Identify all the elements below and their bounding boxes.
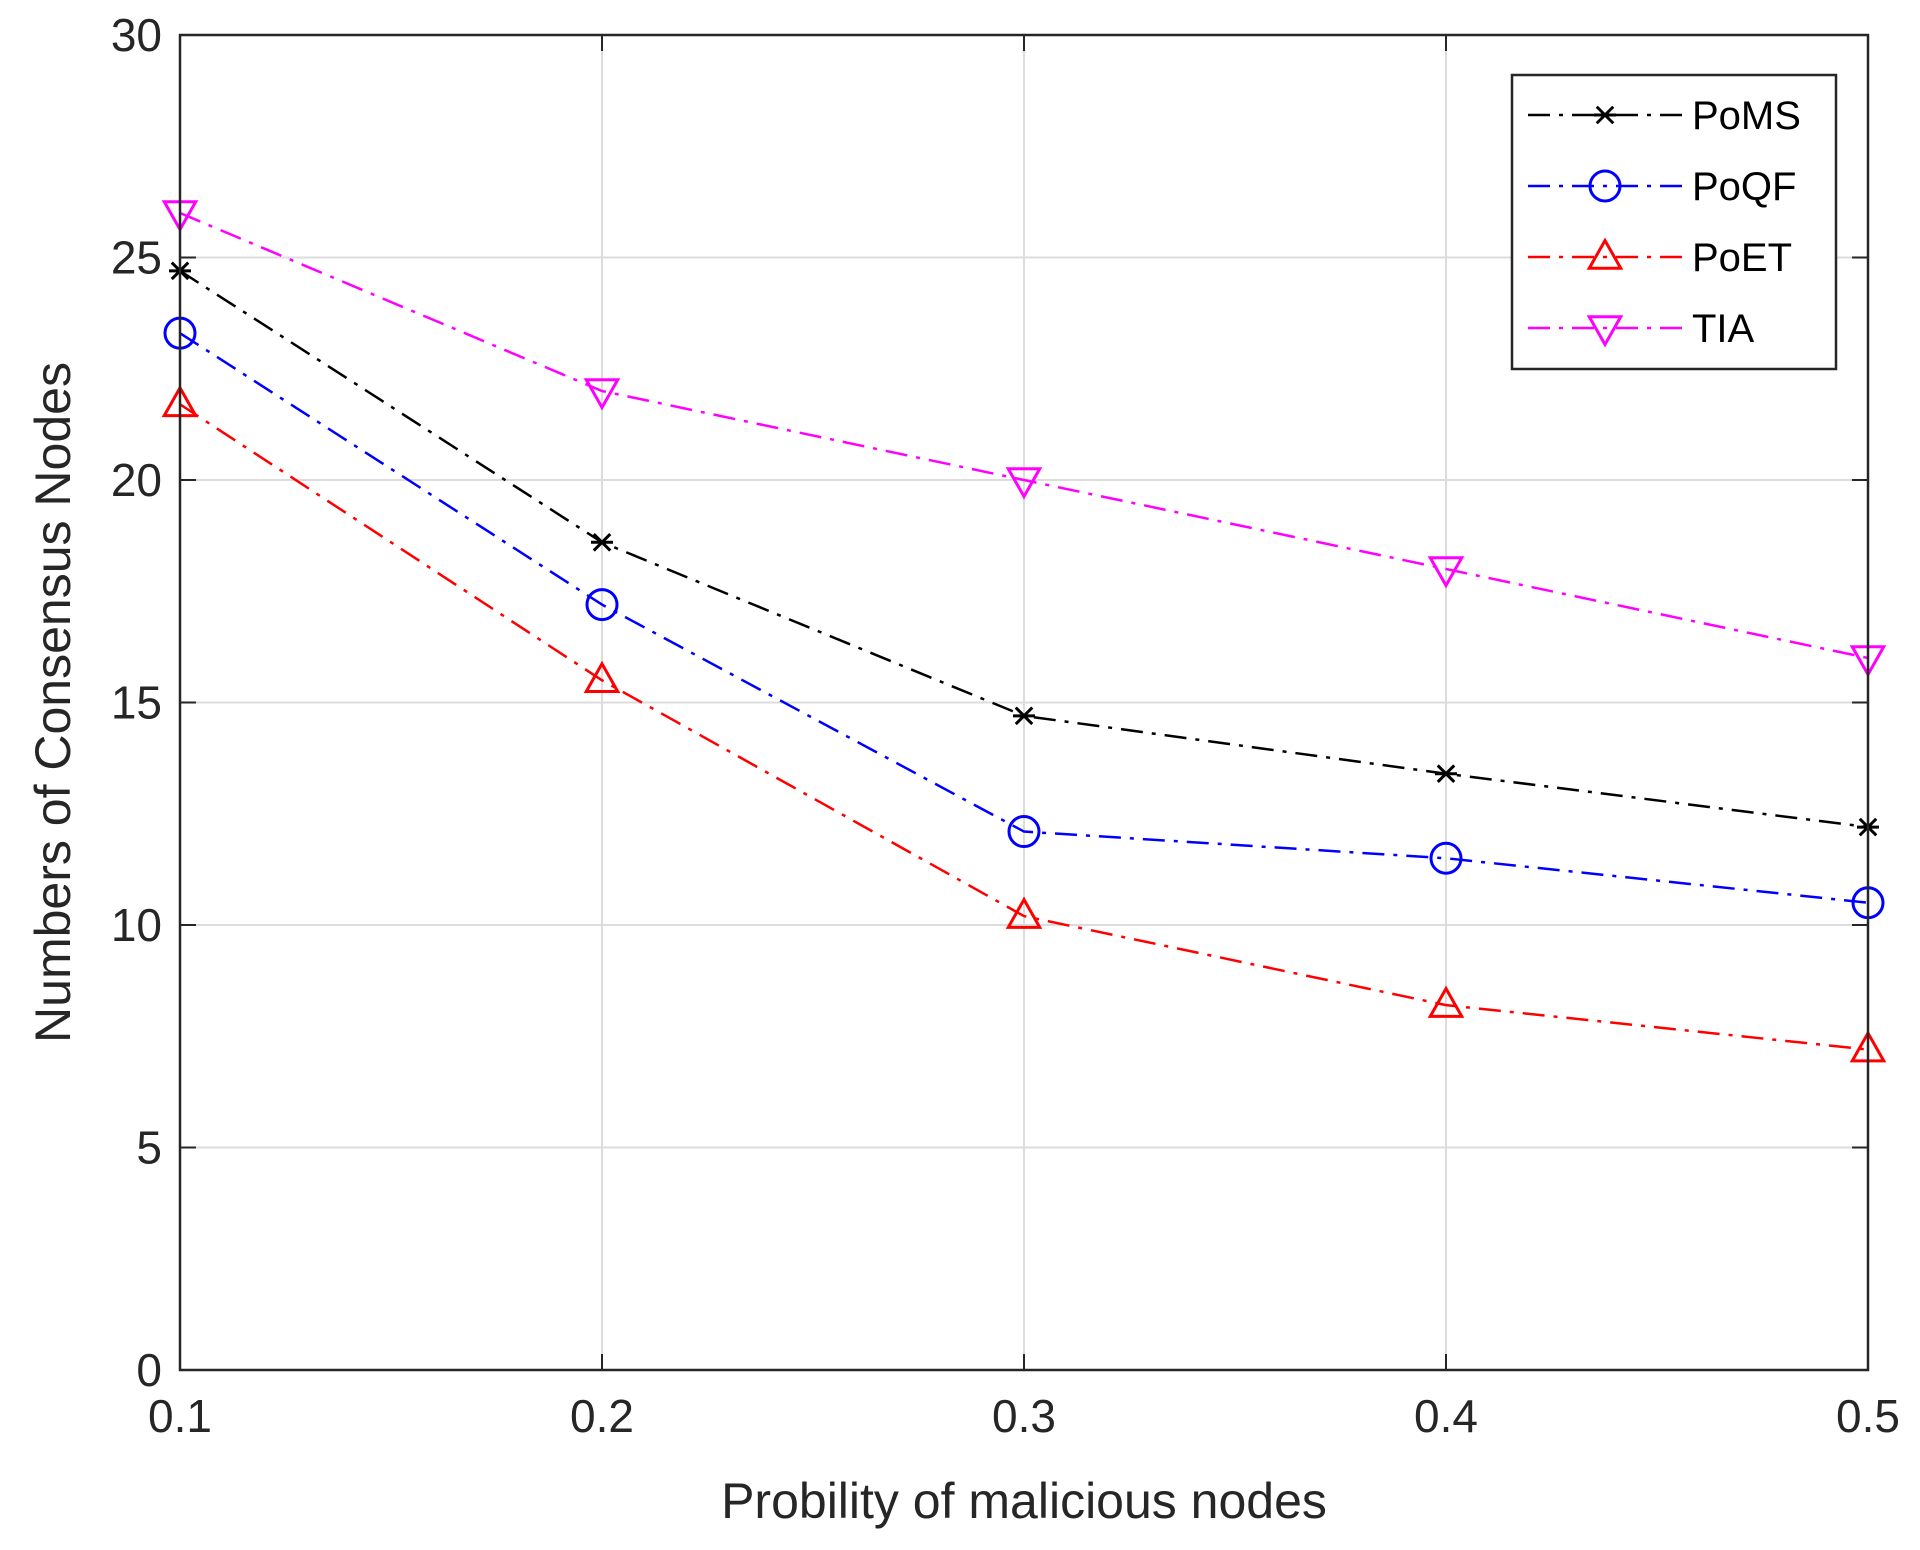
- marker-triangle-up: [1586, 237, 1624, 270]
- series-line: [179, 332, 1869, 904]
- x-tick-label: 0.1: [148, 1390, 212, 1442]
- y-tick-label: 10: [111, 899, 162, 951]
- y-tick-label: 0: [136, 1344, 162, 1396]
- y-tick-label: 5: [136, 1122, 162, 1174]
- legend-item-poms: PoMS: [1528, 94, 1801, 138]
- marker-circle: [1007, 815, 1041, 849]
- x-tick-label: 0.4: [1414, 1390, 1478, 1442]
- y-axis-title: Numbers of Consensus Nodes: [25, 362, 81, 1043]
- marker-circle: [1588, 169, 1622, 203]
- y-tick-label: 15: [111, 677, 162, 729]
- data-point: [1435, 764, 1457, 784]
- x-tick-label: 0.2: [570, 1390, 634, 1442]
- x-axis-title: Probility of malicious nodes: [721, 1473, 1327, 1529]
- marker-triangle-down: [1005, 467, 1043, 500]
- data-point: [1005, 467, 1043, 500]
- legend-box: [1510, 73, 1838, 371]
- legend-item-poet: PoET: [1528, 236, 1792, 280]
- marker-triangle-down: [1586, 315, 1624, 348]
- series-line: [179, 403, 1869, 1051]
- x-tick-label: 0.3: [992, 1390, 1056, 1442]
- data-point: [591, 532, 613, 552]
- x-tick-label: 0.5: [1836, 1390, 1900, 1442]
- data-point: [1005, 896, 1043, 929]
- data-point: [1427, 556, 1465, 589]
- marker-circle: [1429, 841, 1463, 875]
- legend-label: TIA: [1692, 307, 1755, 351]
- marker-triangle-down: [1427, 556, 1465, 589]
- series-poms: [169, 261, 1879, 837]
- y-tick-label: 30: [111, 9, 162, 61]
- marker-circle: [585, 588, 619, 622]
- data-point: [585, 588, 619, 622]
- legend-label: PoMS: [1692, 94, 1801, 138]
- y-tick-label: 20: [111, 454, 162, 506]
- marker-triangle-up: [583, 660, 621, 693]
- data-point: [1013, 706, 1035, 726]
- legend-label: PoET: [1692, 236, 1792, 280]
- data-point: [583, 660, 621, 693]
- data-point: [1427, 985, 1465, 1018]
- legend: PoMS PoQF PoET TIA: [1510, 73, 1838, 371]
- marker-triangle-down: [583, 378, 621, 411]
- data-point: [583, 378, 621, 411]
- legend-label: PoQF: [1692, 165, 1796, 209]
- legend-item-tia: TIA: [1528, 307, 1755, 351]
- series-line: [179, 211, 1869, 660]
- ticks: 0.1 0.2 0.3 0.4 0.5 0 5 10 15 20 25 30: [111, 9, 1900, 1442]
- data-point: [1429, 841, 1463, 875]
- series-layer: [161, 200, 1887, 1063]
- y-tick-label: 25: [111, 232, 162, 284]
- legend-item-poqf: PoQF: [1528, 165, 1796, 209]
- data-point: [1007, 815, 1041, 849]
- marker-triangle-up: [1005, 896, 1043, 929]
- marker-triangle-up: [1427, 985, 1465, 1018]
